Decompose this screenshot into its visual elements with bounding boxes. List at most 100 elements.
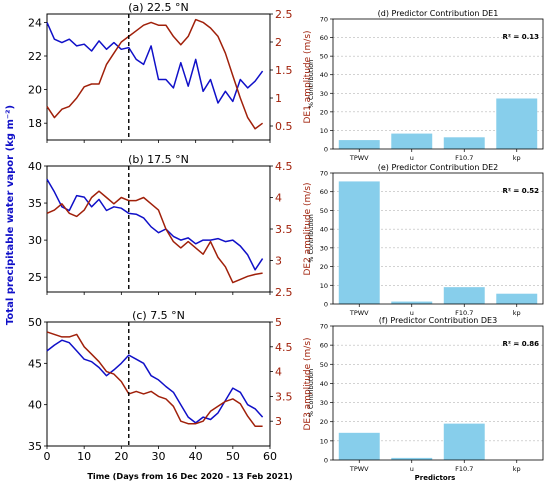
right-tick-label: 2 [275, 36, 282, 49]
left-tick-label: 25 [28, 271, 42, 284]
plot-frame [332, 18, 544, 150]
right-tick-label: 3.5 [275, 223, 293, 236]
panel-a: 18 20 22 24 0.5 1 1.5 2 2.5 (a) 22.5 °N DE1 amplit… [28, 1, 313, 143]
category-label: kp [513, 154, 521, 162]
tpwv-line [46, 22, 264, 104]
y-tick-label: 30 [320, 90, 328, 98]
right-xlabel: Predictors [415, 474, 456, 482]
y-axis-label: % Contribution [307, 369, 315, 418]
r-squared-annotation: R² = 0.52 [503, 187, 540, 195]
bar-tpwv [338, 432, 380, 460]
right-tick-label: 1 [275, 92, 282, 105]
right-tick-label: 1.5 [275, 64, 293, 77]
panel-e: 0 10 20 30 40 50 60 70 TPWV u F10.7 kp (e) Predictor… [307, 163, 544, 317]
x-tick-label: 30 [152, 450, 166, 463]
r-squared-annotation: R² = 0.86 [503, 340, 540, 348]
right-tick-label: 4 [275, 192, 282, 205]
y-tick-label: 10 [320, 127, 328, 135]
bar-u [391, 457, 433, 460]
y-tick-label: 60 [320, 342, 328, 350]
category-label: u [410, 465, 414, 473]
y-axis-label: % Contribution [307, 60, 315, 109]
left-tick-label: 24 [28, 16, 42, 29]
bar-kp [496, 98, 538, 149]
right-tick-label: 3 [275, 255, 282, 268]
x-tick-label: 60 [263, 450, 277, 463]
y-tick-label: 40 [320, 71, 328, 79]
bar-u [391, 301, 433, 304]
y-tick-label: 70 [320, 323, 328, 331]
plot-frame [332, 172, 544, 305]
bar-f10-7 [443, 137, 485, 149]
category-label: TPWV [349, 309, 369, 317]
category-label: u [410, 154, 414, 162]
left-tick-label: 18 [28, 117, 42, 130]
panel-title: (d) Predictor Contribution DE1 [378, 9, 499, 18]
bar-f10-7 [443, 287, 485, 304]
y-tick-label: 70 [320, 170, 328, 178]
y-tick-label: 30 [320, 399, 328, 407]
panel-f: 0 10 20 30 40 50 60 70 TPWV u F10.7 kp (f) Predictor… [307, 316, 544, 473]
r-squared-annotation: R² = 0.13 [503, 33, 540, 41]
left-tick-label: 30 [28, 234, 42, 247]
y-tick-label: 50 [320, 207, 328, 215]
de-amplitude-line [46, 18, 264, 130]
de-amplitude-line [46, 190, 263, 284]
panel-title: (e) Predictor Contribution DE2 [378, 163, 499, 172]
panel-title: (f) Predictor Contribution DE3 [379, 316, 497, 325]
category-label: TPWV [349, 465, 369, 473]
left-tick-label: 20 [28, 84, 42, 97]
x-tick-label: 10 [77, 450, 91, 463]
y-tick-label: 0 [324, 146, 328, 154]
right-axis-label: DE1 amplitude (m/s) [303, 30, 313, 123]
x-tick-label: 20 [114, 450, 128, 463]
y-tick-label: 20 [320, 418, 328, 426]
left-tick-label: 22 [28, 50, 42, 63]
tpwv-line [46, 178, 264, 271]
y-tick-label: 40 [320, 380, 328, 388]
plot-frame [332, 325, 544, 461]
right-tick-label: 2.5 [275, 8, 293, 21]
category-label: TPWV [349, 154, 369, 162]
y-axis-label: % Contribution [307, 214, 315, 263]
category-label: kp [513, 465, 521, 473]
y-tick-label: 0 [324, 301, 328, 309]
right-tick-label: 4.5 [275, 160, 293, 173]
right-tick-label: 4 [275, 366, 282, 379]
bar-kp [496, 293, 538, 304]
bar-tpwv [338, 181, 380, 304]
right-tick-label: 0.5 [275, 120, 293, 133]
category-label: kp [513, 309, 521, 317]
y-tick-label: 30 [320, 244, 328, 252]
bar-u [391, 133, 433, 149]
right-tick-label: 4.5 [275, 341, 293, 354]
plot-frame [46, 321, 271, 447]
bar-tpwv [338, 140, 380, 149]
y-tick-label: 20 [320, 108, 328, 116]
right-tick-label: 3 [275, 415, 282, 428]
y-tick-label: 50 [320, 53, 328, 61]
x-tick-label: 40 [189, 450, 203, 463]
y-tick-label: 20 [320, 263, 328, 271]
y-tick-label: 60 [320, 34, 328, 42]
plot-frame [46, 165, 271, 293]
y-tick-label: 10 [320, 437, 328, 445]
right-tick-label: 2.5 [275, 286, 293, 299]
left-tick-label: 40 [28, 399, 42, 412]
right-tick-label: 3.5 [275, 390, 293, 403]
right-tick-label: 5 [275, 316, 282, 329]
panel-title: (b) 17.5 °N [128, 153, 189, 166]
left-tick-label: 35 [28, 197, 42, 210]
category-label: F10.7 [455, 154, 473, 162]
left-tick-label: 45 [28, 357, 42, 370]
y-tick-label: 40 [320, 226, 328, 234]
left-ylabel: Total precipitable water vapor (kg m⁻²) [5, 105, 16, 325]
bar-f10-7 [443, 423, 485, 460]
y-tick-label: 10 [320, 282, 328, 290]
left-tick-label: 50 [28, 316, 42, 329]
y-tick-label: 0 [324, 457, 328, 465]
panel-d: 0 10 20 30 40 50 60 70 TPWV u F10.7 kp (d) Predictor… [307, 9, 544, 162]
right-axis-label: DE3 amplitude (m/s) [303, 337, 313, 430]
